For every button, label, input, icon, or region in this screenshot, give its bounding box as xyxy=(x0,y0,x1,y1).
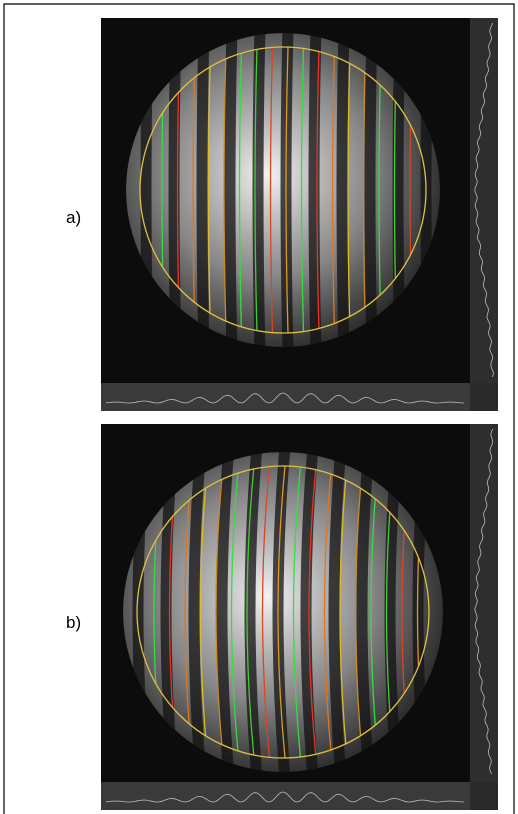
dark-fringe xyxy=(258,27,260,353)
side-profile-strip xyxy=(470,18,498,383)
dark-fringe xyxy=(342,27,344,353)
figure-graphics xyxy=(0,0,518,814)
side-profile-strip xyxy=(470,424,498,782)
figure: a) b) xyxy=(0,0,518,814)
interferogram-panel xyxy=(101,424,498,810)
interferogram-panel xyxy=(101,18,498,411)
dark-fringe xyxy=(370,27,372,353)
bottom-profile-strip xyxy=(101,383,470,411)
dark-fringe xyxy=(314,27,316,353)
dark-fringe xyxy=(230,27,232,353)
bottom-profile-strip xyxy=(101,782,470,810)
dark-fringe xyxy=(202,27,204,353)
